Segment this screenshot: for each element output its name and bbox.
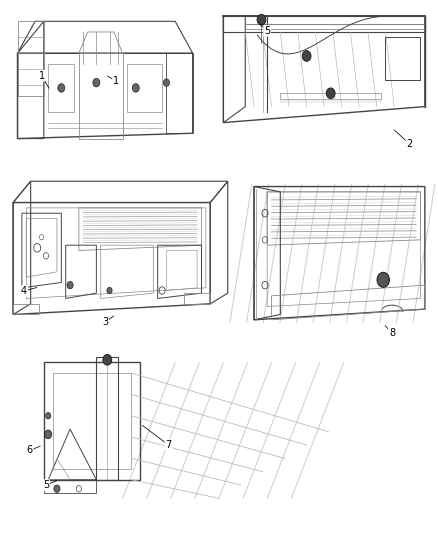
Text: 1: 1 <box>39 71 45 80</box>
Circle shape <box>46 413 51 419</box>
Text: 5: 5 <box>43 480 49 490</box>
Text: 5: 5 <box>264 26 270 36</box>
Text: 8: 8 <box>389 328 395 338</box>
Text: 2: 2 <box>406 139 413 149</box>
Circle shape <box>163 79 170 86</box>
Text: 6: 6 <box>27 446 33 455</box>
Circle shape <box>45 430 52 439</box>
Text: 7: 7 <box>166 440 172 450</box>
Text: 3: 3 <box>102 317 108 327</box>
Circle shape <box>257 14 266 25</box>
Text: 1: 1 <box>113 76 119 86</box>
Circle shape <box>103 354 112 365</box>
Circle shape <box>377 272 389 287</box>
Circle shape <box>93 78 100 87</box>
Circle shape <box>132 84 139 92</box>
Circle shape <box>302 51 311 61</box>
Circle shape <box>58 84 65 92</box>
Circle shape <box>107 287 112 294</box>
Circle shape <box>54 485 60 492</box>
Text: 4: 4 <box>21 286 27 296</box>
Circle shape <box>326 88 335 99</box>
Circle shape <box>67 281 73 289</box>
